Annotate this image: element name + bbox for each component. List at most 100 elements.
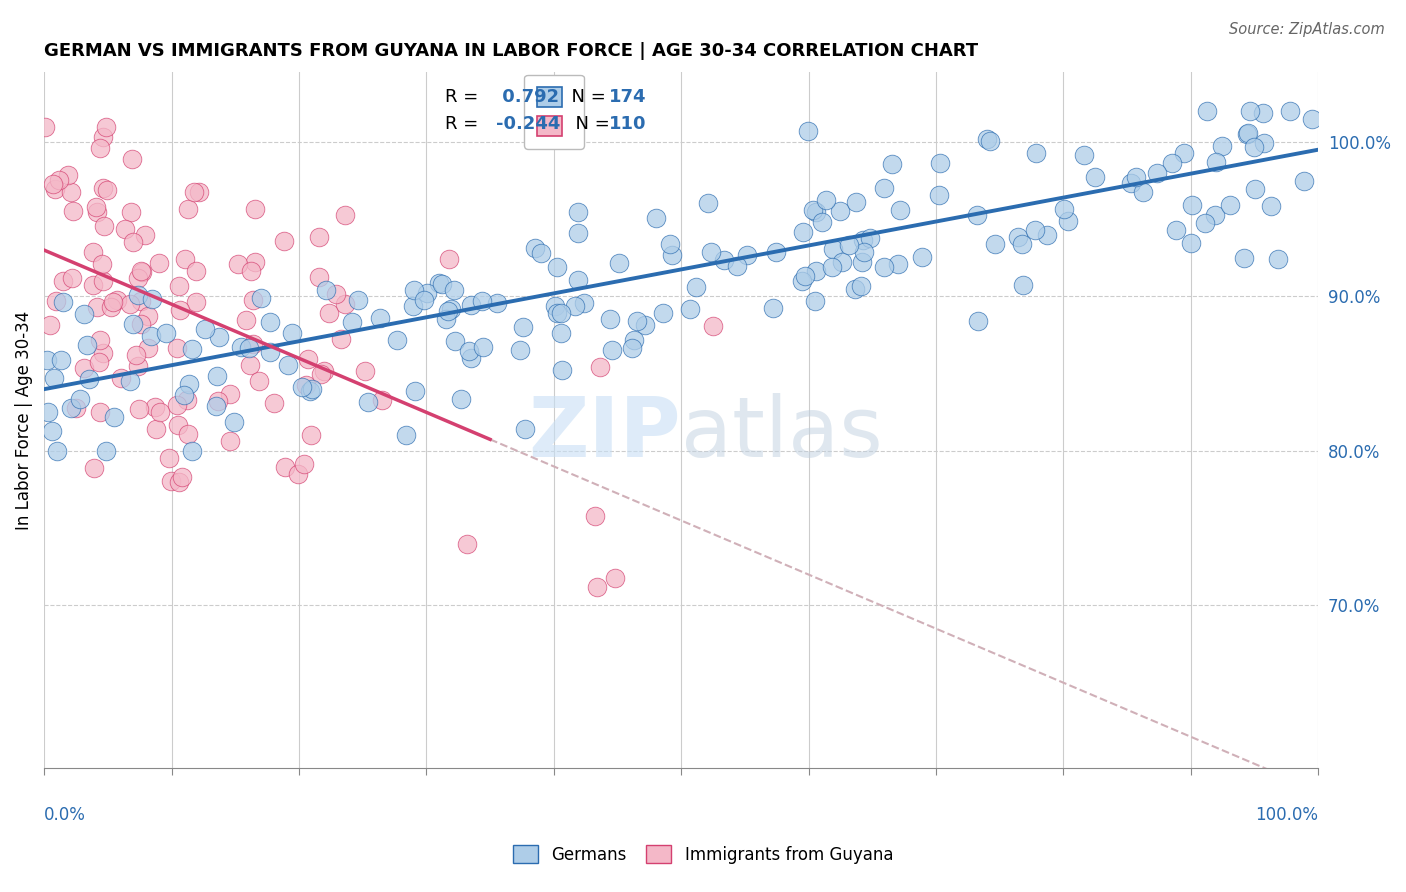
- Point: [427, 276, 450, 290]
- Point: [437, 252, 460, 266]
- Point: [607, 256, 630, 270]
- Point: [1057, 214, 1080, 228]
- Point: [235, 312, 257, 326]
- Point: [889, 202, 911, 217]
- Point: [567, 205, 589, 219]
- Point: [224, 415, 246, 429]
- Point: [249, 291, 271, 305]
- Point: [127, 271, 149, 285]
- Point: [859, 230, 882, 244]
- Point: [621, 341, 644, 355]
- Point: [325, 287, 347, 301]
- Point: [242, 336, 264, 351]
- Point: [1119, 176, 1142, 190]
- Text: 110: 110: [609, 115, 647, 133]
- Point: [122, 318, 145, 332]
- Point: [550, 326, 572, 341]
- Point: [194, 322, 217, 336]
- Text: R =: R =: [446, 115, 485, 133]
- Point: [188, 185, 211, 199]
- Point: [811, 215, 834, 229]
- Point: [873, 260, 896, 274]
- Point: [149, 405, 172, 419]
- Point: [176, 392, 198, 407]
- Text: N =: N =: [560, 87, 612, 106]
- Point: [169, 303, 191, 318]
- Point: [93, 219, 115, 233]
- Point: [1132, 185, 1154, 199]
- Point: [243, 202, 266, 216]
- Point: [1233, 251, 1256, 265]
- Point: [145, 421, 167, 435]
- Point: [295, 378, 318, 392]
- Point: [34, 120, 56, 134]
- Point: [1243, 139, 1265, 153]
- Point: [45, 293, 67, 308]
- Point: [298, 384, 321, 399]
- Point: [644, 211, 666, 225]
- Point: [434, 311, 457, 326]
- Point: [845, 195, 868, 210]
- Point: [530, 246, 553, 260]
- Point: [301, 382, 323, 396]
- Point: [887, 257, 910, 271]
- Point: [259, 315, 281, 329]
- Point: [700, 244, 723, 259]
- Point: [82, 244, 104, 259]
- Point: [603, 571, 626, 585]
- Point: [574, 295, 596, 310]
- Point: [183, 185, 205, 199]
- Point: [121, 235, 143, 250]
- Point: [1024, 223, 1046, 237]
- Point: [292, 457, 315, 471]
- Text: 0.792: 0.792: [496, 87, 560, 106]
- Point: [166, 398, 188, 412]
- Point: [46, 444, 69, 458]
- Point: [105, 293, 128, 307]
- Point: [550, 306, 572, 320]
- Point: [177, 202, 200, 217]
- Point: [273, 460, 295, 475]
- Point: [443, 283, 465, 297]
- Point: [838, 238, 860, 252]
- Point: [415, 285, 437, 300]
- Point: [979, 134, 1001, 148]
- Point: [90, 257, 112, 271]
- Point: [1125, 170, 1147, 185]
- Point: [114, 222, 136, 236]
- Point: [806, 205, 828, 219]
- Point: [177, 377, 200, 392]
- Point: [623, 333, 645, 347]
- Point: [1011, 236, 1033, 251]
- Point: [356, 394, 378, 409]
- Point: [1236, 126, 1258, 140]
- Point: [567, 226, 589, 240]
- Point: [1253, 136, 1275, 151]
- Point: [167, 418, 190, 433]
- Point: [546, 306, 568, 320]
- Point: [110, 371, 132, 385]
- Point: [976, 132, 998, 146]
- Point: [242, 293, 264, 307]
- Point: [148, 256, 170, 270]
- Point: [567, 273, 589, 287]
- Point: [219, 386, 242, 401]
- Point: [804, 264, 827, 278]
- Point: [626, 314, 648, 328]
- Point: [600, 343, 623, 358]
- Point: [456, 537, 478, 551]
- Point: [35, 352, 58, 367]
- Point: [928, 156, 950, 170]
- Point: [184, 295, 207, 310]
- Point: [685, 280, 707, 294]
- Point: [127, 359, 149, 373]
- Text: atlas: atlas: [681, 393, 883, 475]
- Point: [315, 283, 337, 297]
- Point: [263, 396, 285, 410]
- Point: [143, 401, 166, 415]
- Point: [873, 180, 896, 194]
- Point: [308, 270, 330, 285]
- Point: [243, 254, 266, 268]
- Point: [131, 265, 153, 279]
- Point: [229, 340, 252, 354]
